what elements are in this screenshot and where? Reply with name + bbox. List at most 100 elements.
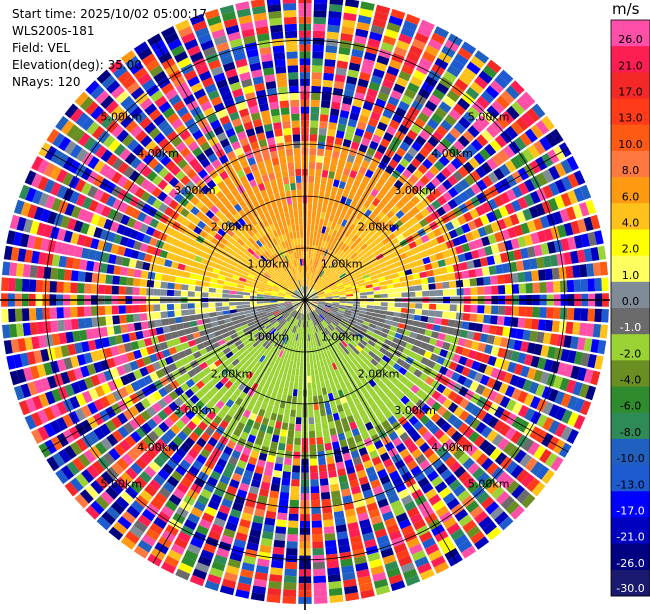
velocity-bin: [204, 271, 212, 277]
velocity-bin: [133, 314, 141, 322]
velocity-bin: [314, 10, 327, 18]
velocity-bin: [292, 396, 297, 403]
velocity-bin: [85, 272, 93, 282]
velocity-bin: [322, 499, 332, 507]
velocity-bin: [531, 270, 539, 281]
velocity-bin: [162, 267, 170, 275]
velocity-bin: [318, 135, 326, 143]
velocity-bin: [483, 276, 491, 285]
velocity-bin: [415, 309, 422, 315]
velocity-bin: [57, 320, 65, 332]
velocity-bin: [327, 129, 336, 137]
velocity-bin: [567, 280, 575, 292]
velocity-bin: [288, 388, 293, 395]
velocity-bin: [330, 108, 339, 116]
velocity-bin: [322, 170, 329, 178]
velocity-bin: [497, 316, 505, 326]
velocity-bin: [504, 274, 512, 284]
velocity-bin: [313, 24, 326, 32]
velocity-bin: [313, 569, 326, 577]
velocity-bin: [435, 283, 443, 290]
velocity-bin: [257, 296, 264, 298]
velocity-bin: [332, 497, 342, 505]
velocity-bin: [284, 458, 292, 466]
velocity-bin: [450, 304, 457, 311]
velocity-bin: [446, 265, 454, 273]
velocity-bin: [77, 283, 84, 293]
velocity-bin: [208, 293, 215, 298]
velocity-bin: [579, 264, 587, 277]
velocity-bin: [505, 306, 512, 315]
velocity-bin: [141, 270, 149, 278]
velocity-bin: [169, 268, 177, 275]
velocity-bin: [319, 374, 324, 382]
velocity-bin: [317, 388, 322, 395]
velocity-bin: [434, 275, 442, 282]
velocity-bin: [302, 334, 304, 341]
velocity-bin: [315, 218, 320, 225]
velocity-bin: [532, 283, 539, 294]
velocity-bin: [307, 376, 311, 383]
velocity-bin: [274, 540, 286, 548]
velocity-bin: [230, 309, 237, 313]
velocity-bin: [328, 421, 335, 429]
velocity-bin: [308, 190, 313, 197]
velocity-bin: [601, 309, 609, 323]
velocity-bin: [552, 321, 560, 333]
velocity-bin: [271, 560, 284, 568]
velocity-bin: [309, 162, 315, 169]
velocity-bin: [322, 205, 328, 213]
velocity-bin: [287, 395, 293, 403]
velocity-bin: [190, 273, 198, 279]
velocity-bin: [314, 403, 320, 410]
velocity-bin: [311, 369, 315, 376]
velocity-bin: [229, 306, 236, 310]
velocity-bin: [414, 315, 422, 321]
velocity-bin: [292, 472, 300, 479]
velocity-bin: [328, 199, 334, 207]
velocity-bin: [167, 304, 174, 310]
velocity-bin: [490, 276, 498, 285]
velocity-bin: [366, 288, 373, 292]
velocity-bin: [588, 278, 596, 291]
velocity-bin: [468, 322, 476, 331]
velocity-bin: [321, 100, 331, 108]
velocity-bin: [78, 318, 86, 329]
velocity-bin: [317, 444, 324, 452]
velocity-bin: [181, 291, 188, 297]
velocity-bin: [160, 289, 167, 296]
velocity-bin: [600, 325, 608, 339]
velocity-bin: [64, 269, 72, 280]
velocity-bin: [421, 316, 429, 322]
velocity-bin: [224, 314, 232, 319]
velocity-bin: [360, 305, 367, 308]
velocity-bin: [312, 382, 317, 389]
velocity-bin: [323, 429, 330, 437]
velocity-bin: [308, 196, 313, 203]
velocity-bin: [552, 268, 560, 280]
velocity-bin: [449, 312, 457, 319]
velocity-bin: [313, 38, 325, 46]
velocity-bin: [367, 291, 374, 295]
velocity-bin: [216, 307, 223, 312]
velocity-bin: [271, 297, 278, 299]
velocity-bin: [310, 355, 313, 362]
velocity-bin: [224, 281, 232, 286]
velocity-bin: [310, 120, 318, 127]
velocity-bin: [30, 265, 38, 278]
velocity-bin: [312, 72, 322, 79]
velocity-bin: [1, 309, 9, 323]
velocity-bin: [311, 217, 315, 224]
velocity-bin: [489, 325, 497, 334]
velocity-bin: [387, 289, 394, 294]
velocity-bin: [308, 403, 313, 410]
velocity-bin: [490, 315, 498, 324]
velocity-bin: [440, 326, 448, 334]
velocity-bin: [280, 429, 287, 437]
velocity-bin: [497, 275, 505, 285]
velocity-bin: [236, 305, 243, 309]
velocity-bin: [327, 178, 334, 186]
velocity-bin: [311, 100, 320, 107]
velocity-bin: [436, 304, 443, 310]
velocity-bin: [312, 204, 317, 211]
